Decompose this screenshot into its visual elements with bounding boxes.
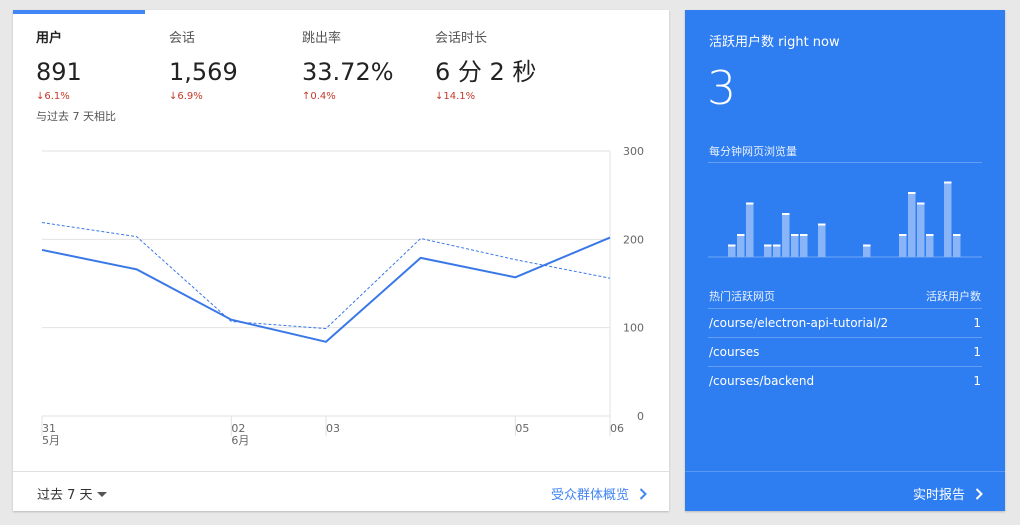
x-tick-label: 02	[231, 422, 245, 435]
pageview-bar-cap	[944, 181, 952, 184]
pageview-bar	[791, 236, 799, 257]
active-tab-indicator	[13, 10, 145, 14]
metric-label: 会话时长	[435, 31, 488, 46]
metric-change: ↓6.1%	[36, 91, 70, 102]
pageview-bar	[818, 225, 826, 257]
pageview-bar-cap	[863, 244, 871, 247]
metric-label: 会话	[169, 31, 196, 46]
x-tick-month-label: 6月	[231, 434, 249, 447]
divider	[708, 162, 982, 163]
pageview-bar-cap	[791, 234, 799, 236]
pageview-bar	[917, 204, 925, 257]
realtime-report-link-label: 实时报告	[912, 488, 965, 503]
chevron-right-icon	[975, 487, 983, 500]
active-users-value: 1	[973, 374, 981, 388]
realtime-card: 活跃用户数 right now 3 每分钟网页浏览量 热门活跃网页 活跃用户数 …	[685, 10, 1005, 511]
pageview-bar-cap	[926, 234, 934, 236]
metric-tab-bounce-rate[interactable]: 跳出率 33.72% ↑0.4%	[302, 30, 394, 104]
pageview-bar	[773, 246, 781, 257]
pageview-bar-cap	[953, 234, 961, 236]
metric-tab-users[interactable]: 用户 891 ↓6.1%	[36, 30, 82, 104]
pageview-bar	[944, 183, 952, 257]
metric-tab-session-duration[interactable]: 会话时长 6 分 2 秒 ↓14.1%	[435, 30, 536, 104]
x-tick-label: 03	[326, 422, 340, 435]
series-line-current	[41, 236, 611, 343]
y-tick-label: 0	[637, 410, 644, 423]
y-tick-label: 100	[623, 322, 644, 335]
caret-down-icon	[96, 492, 107, 497]
audience-overview-card: 用户 891 ↓6.1% 会话 1,569 ↓6.9% 跳出率 33.72% ↑…	[13, 10, 669, 511]
audience-overview-link-label: 受众群体概览	[550, 488, 629, 503]
series-line-previous	[41, 222, 611, 330]
metric-change: ↓14.1%	[435, 91, 476, 102]
pageview-bar-cap	[917, 202, 925, 205]
realtime-footer: 实时报告	[685, 471, 1005, 511]
y-tick-label: 200	[623, 233, 644, 246]
x-tick-label: 06	[610, 422, 624, 435]
pageview-bar-cap	[899, 234, 907, 236]
card-footer: 过去 7 天 受众群体概览	[13, 471, 669, 511]
realtime-title: 活跃用户数 right now	[709, 35, 840, 50]
pageview-bar	[746, 204, 754, 257]
page-path-link[interactable]: /course/electron-api-tutorial/2	[709, 316, 889, 330]
x-tick-month-label: 5月	[42, 434, 60, 447]
top-pages-table: /course/electron-api-tutorial/2 1 /cours…	[708, 308, 982, 395]
pageview-bar-cap	[746, 202, 754, 205]
metric-value: 891	[36, 58, 82, 86]
chevron-right-icon	[639, 487, 647, 500]
page-path-link[interactable]: /courses	[709, 345, 760, 359]
pageview-bar	[863, 246, 871, 257]
pageview-bar	[953, 236, 961, 257]
metric-value: 1,569	[169, 58, 238, 86]
metric-value: 6 分 2 秒	[435, 58, 537, 86]
date-range-dropdown[interactable]: 过去 7 天	[37, 484, 107, 503]
pageview-bar-cap	[800, 234, 808, 236]
table-row: /courses 1	[708, 337, 982, 366]
pageviews-bar-chart	[708, 181, 982, 258]
pageviews-per-minute-label: 每分钟网页浏览量	[709, 145, 797, 158]
audience-overview-link[interactable]: 受众群体概览	[551, 484, 647, 503]
metric-tab-sessions[interactable]: 会话 1,569 ↓6.9%	[169, 30, 238, 104]
comparison-note: 与过去 7 天相比	[36, 110, 116, 123]
pageview-bar-cap	[737, 234, 745, 236]
table-row: /courses/backend 1	[708, 366, 982, 395]
top-pages-column-header: 热门活跃网页	[709, 290, 775, 303]
x-tick-label: 05	[515, 422, 529, 435]
active-users-value: 1	[973, 345, 981, 359]
pageview-bar-cap	[773, 244, 781, 247]
metric-label: 跳出率	[302, 31, 342, 46]
pageview-bar	[728, 246, 736, 257]
y-tick-label: 300	[623, 145, 644, 158]
metric-change: ↑0.4%	[302, 91, 336, 102]
realtime-report-link[interactable]: 实时报告	[913, 484, 983, 503]
metric-value: 33.72%	[302, 58, 394, 86]
x-tick-label: 31	[42, 422, 56, 435]
pageview-bar-cap	[764, 244, 772, 247]
pageview-bar	[926, 236, 934, 257]
date-range-label: 过去 7 天	[37, 488, 93, 503]
top-pages-header: 热门活跃网页 活跃用户数	[709, 288, 981, 304]
pageview-bar-cap	[728, 244, 736, 247]
pageview-bar	[908, 194, 916, 257]
pageview-bar	[764, 246, 772, 257]
pageview-bar	[899, 236, 907, 257]
metric-label: 用户	[36, 31, 63, 46]
pageview-bar	[800, 236, 808, 257]
active-users-count: 3	[707, 61, 737, 115]
metric-change: ↓6.9%	[169, 91, 203, 102]
pageview-bar-cap	[818, 223, 826, 226]
active-users-value: 1	[973, 316, 981, 330]
pageview-bar	[737, 236, 745, 257]
pageview-bar-cap	[908, 192, 916, 194]
table-row: /course/electron-api-tutorial/2 1	[708, 308, 982, 337]
active-users-column-header: 活跃用户数	[926, 290, 981, 303]
pageview-bar	[782, 215, 790, 257]
page-path-link[interactable]: /courses/backend	[709, 374, 815, 388]
pageview-bar-cap	[782, 213, 790, 215]
